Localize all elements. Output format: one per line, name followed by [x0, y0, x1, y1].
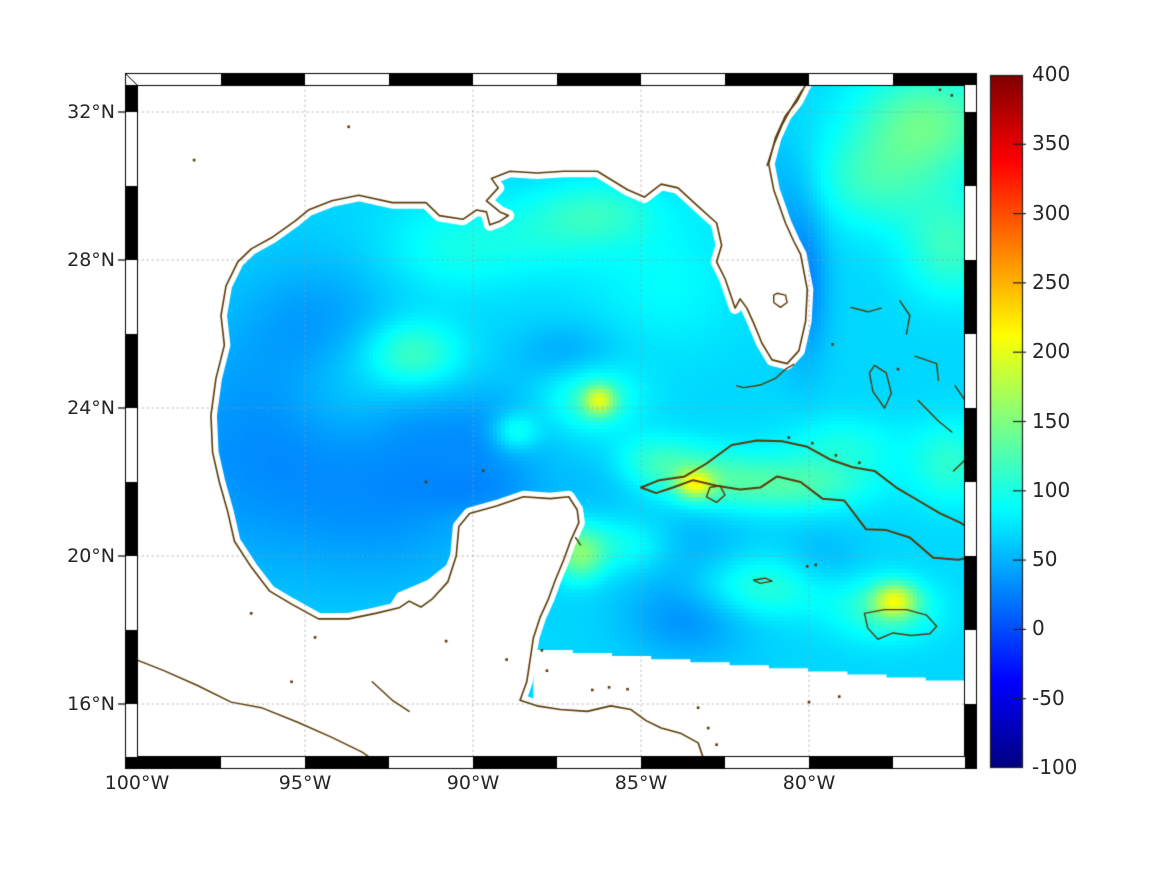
- x-tick-label: 90°W: [446, 772, 500, 794]
- colorbar-tick-label: 150: [1032, 408, 1071, 433]
- colorbar-tick-label: 300: [1032, 200, 1071, 225]
- colorbar-tick-label: 0: [1032, 616, 1045, 641]
- x-tick-label: 100°W: [104, 772, 170, 794]
- y-tick-label: 20°N: [67, 545, 115, 567]
- colorbar-tick-label: 100: [1032, 477, 1071, 502]
- y-tick-label: 24°N: [67, 397, 115, 419]
- y-tick-label: 28°N: [67, 249, 115, 271]
- colorbar-tick-label: 200: [1032, 339, 1071, 364]
- x-tick-label: 95°W: [278, 772, 332, 794]
- colorbar-tick-label: 50: [1032, 547, 1058, 572]
- colorbar-tick-label: -100: [1032, 755, 1078, 779]
- x-tick-label: 80°W: [782, 772, 836, 794]
- colorbar-tick-label: 350: [1032, 131, 1071, 156]
- colorbar-tick-label: -50: [1032, 685, 1065, 710]
- colorbar-tick-label: 400: [1032, 62, 1071, 86]
- y-tick-label: 32°N: [67, 101, 115, 123]
- x-tick-label: 85°W: [614, 772, 668, 794]
- y-tick-label: 16°N: [67, 693, 115, 715]
- colorbar-tick-label: 250: [1032, 269, 1071, 294]
